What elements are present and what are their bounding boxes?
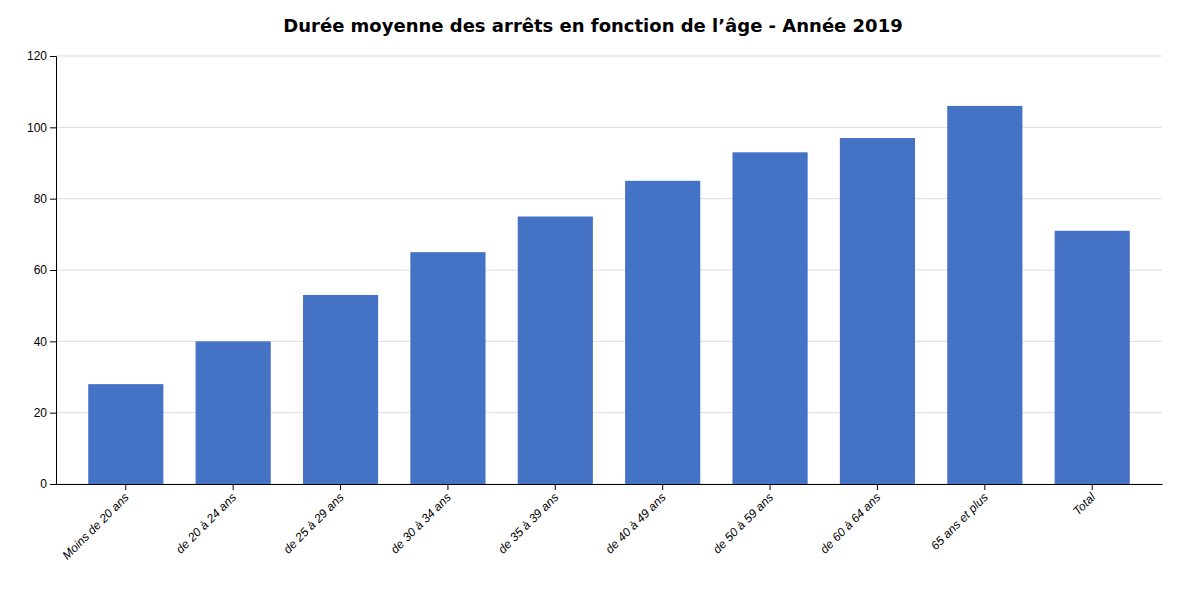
y-tick-mark <box>50 127 56 128</box>
y-tick-label: 0 <box>40 477 47 491</box>
x-tick-mark <box>1092 484 1093 490</box>
bar <box>410 252 485 484</box>
y-axis-line <box>50 57 57 485</box>
y-tick-label: 60 <box>34 263 48 277</box>
x-tick-label: de 40 à 49 ans <box>603 490 669 556</box>
x-tick: de 20 à 24 ans <box>173 484 239 556</box>
x-tick: Total <box>1070 484 1098 518</box>
x-tick-label: de 20 à 24 ans <box>173 490 239 556</box>
y-tick-label: 100 <box>27 121 47 135</box>
x-tick-mark <box>984 484 985 490</box>
y-tick-mark <box>50 484 56 485</box>
x-axis: Moins de 20 ans de 20 à 24 ans de 25 à 29 … <box>57 484 1163 562</box>
x-tick-mark <box>233 484 234 490</box>
bar <box>840 138 915 484</box>
x-tick-label: de 60 à 64 ans <box>817 490 883 556</box>
y-tick-label: 40 <box>34 335 48 349</box>
x-tick: de 50 à 59 ans <box>710 484 776 556</box>
y-tick: 120 <box>27 49 56 63</box>
y-tick: 80 <box>34 192 56 206</box>
x-tick: de 25 à 29 ans <box>280 484 346 556</box>
x-tick-mark <box>340 484 341 490</box>
x-tick-mark <box>877 484 878 490</box>
y-tick: 100 <box>27 121 56 135</box>
x-tick-label: de 50 à 59 ans <box>710 490 776 556</box>
y-tick: 0 <box>40 477 56 491</box>
x-tick: 65 ans et plus <box>928 484 991 553</box>
y-tick-label: 80 <box>34 192 48 206</box>
y-tick: 40 <box>34 335 56 349</box>
y-axis: 0 20 40 60 80 100 120 <box>27 49 57 491</box>
grid-line <box>56 56 1162 57</box>
x-tick-label: de 35 à 39 ans <box>495 490 561 556</box>
plot: Moins de 20 ans de 20 à 24 ans de 25 à 29 … <box>27 49 1163 562</box>
x-tick-mark <box>662 484 663 490</box>
bar <box>196 341 271 484</box>
x-tick-label: Moins de 20 ans <box>60 490 132 562</box>
y-tick-label: 20 <box>34 406 48 420</box>
bar <box>303 295 378 484</box>
bar <box>88 384 163 484</box>
x-tick: de 30 à 34 ans <box>388 484 454 556</box>
chart: Durée moyenne des arrêts en fonction de … <box>0 0 1186 604</box>
bars <box>88 106 1130 484</box>
x-tick-mark <box>447 484 448 490</box>
bar <box>947 106 1022 484</box>
x-tick: Moins de 20 ans <box>60 484 132 562</box>
y-tick-mark <box>50 270 56 271</box>
x-tick: de 40 à 49 ans <box>603 484 669 556</box>
y-tick-mark <box>50 413 56 414</box>
bar <box>732 152 807 484</box>
x-tick-label: de 30 à 34 ans <box>388 490 454 556</box>
bar <box>625 181 700 484</box>
y-tick: 20 <box>34 406 56 420</box>
y-tick-mark <box>50 341 56 342</box>
x-tick: de 35 à 39 ans <box>495 484 561 556</box>
grid <box>56 56 1162 484</box>
x-axis-line <box>57 484 1163 485</box>
title: Durée moyenne des arrêts en fonction de … <box>283 15 902 36</box>
y-tick-mark <box>50 199 56 200</box>
bar <box>518 217 593 485</box>
x-tick: de 60 à 64 ans <box>817 484 883 556</box>
x-tick-label: Total <box>1070 490 1098 518</box>
x-tick-label: de 25 à 29 ans <box>280 490 346 556</box>
x-tick-label: 65 ans et plus <box>928 490 991 553</box>
x-tick-mark <box>770 484 771 490</box>
x-tick-mark <box>555 484 556 490</box>
bar <box>1055 231 1130 484</box>
y-tick-mark <box>50 56 56 57</box>
y-tick: 60 <box>34 263 56 277</box>
y-tick-label: 120 <box>27 49 47 63</box>
x-tick-mark <box>125 484 126 490</box>
